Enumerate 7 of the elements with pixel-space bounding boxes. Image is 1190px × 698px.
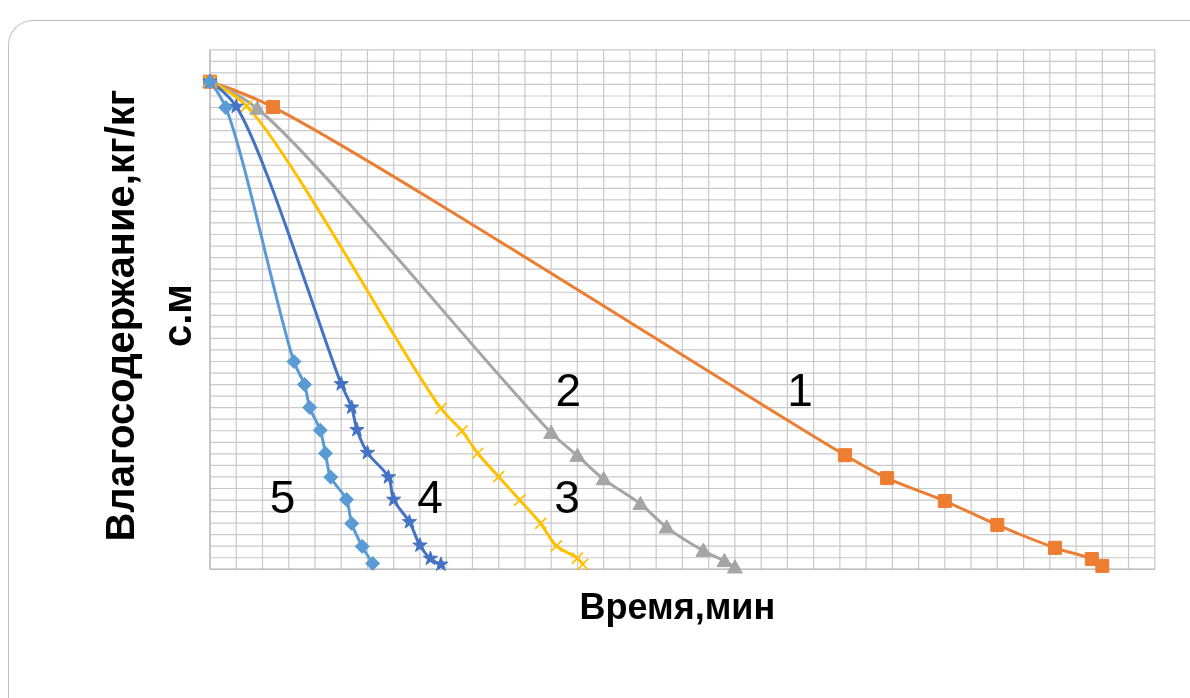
- series-label: 5: [269, 471, 296, 523]
- series-label: 2: [555, 364, 582, 416]
- x-axis-title: Время,мин: [579, 585, 776, 627]
- series-label: 1: [787, 364, 813, 416]
- y-axis-title: Влагосодержание,кг/кг с.м: [98, 89, 199, 542]
- series-label: 4: [417, 471, 443, 523]
- series-label: 3: [554, 471, 580, 523]
